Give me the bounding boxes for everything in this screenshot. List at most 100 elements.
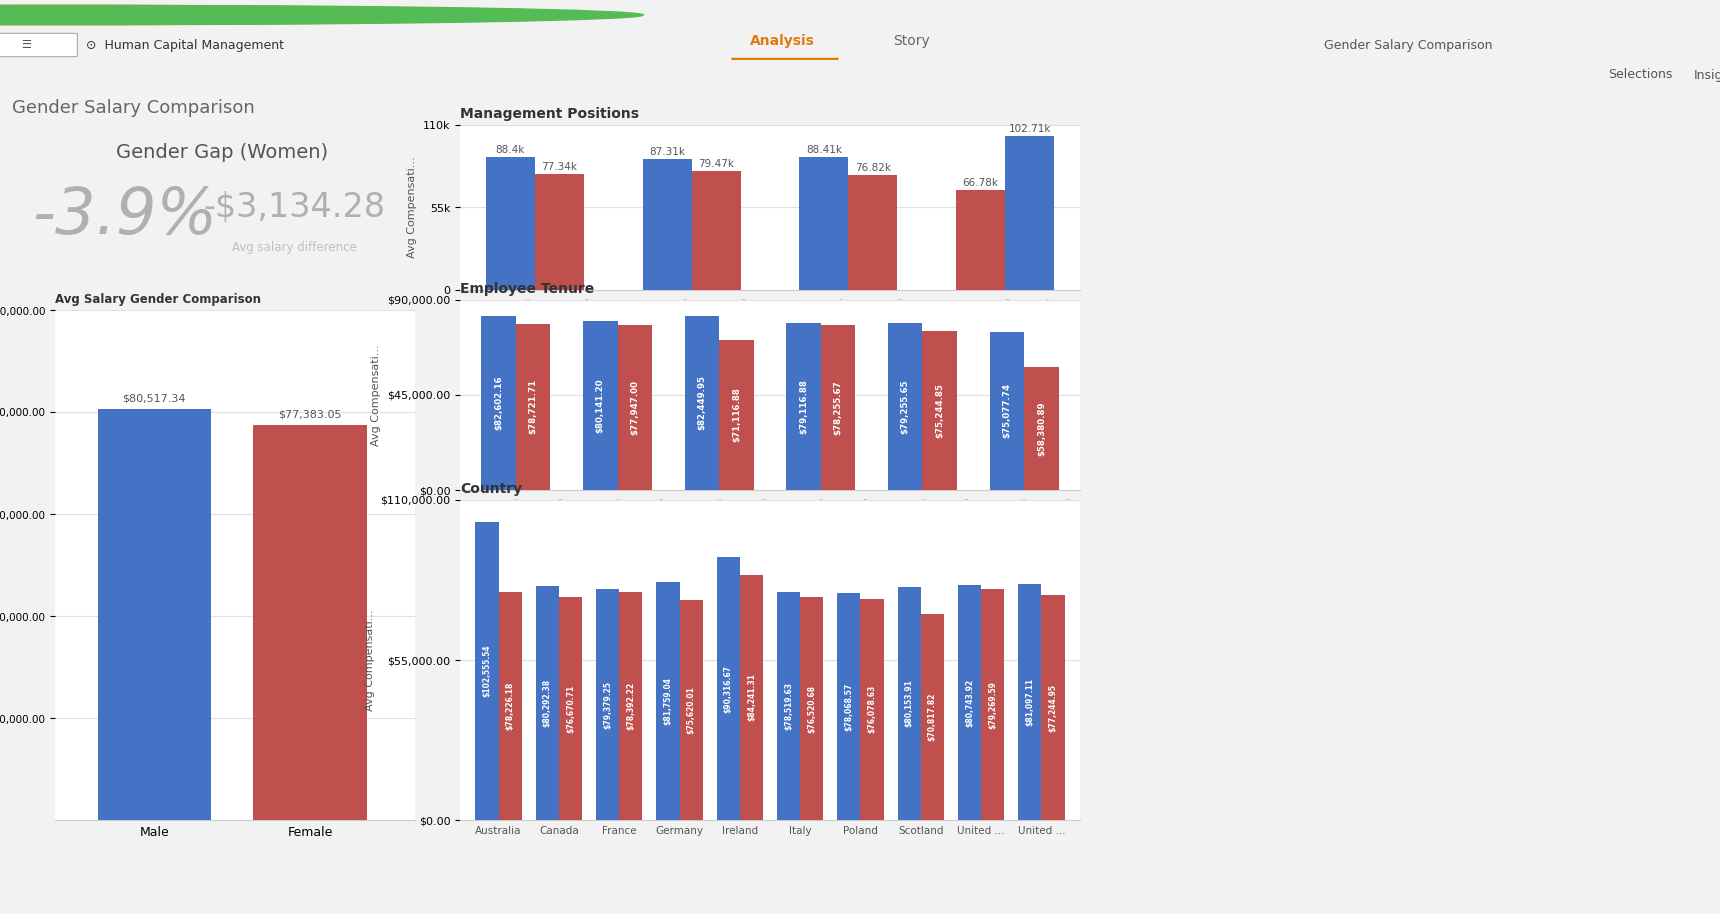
Bar bbox=[643, 159, 691, 290]
Bar bbox=[485, 157, 535, 290]
Bar bbox=[253, 425, 366, 820]
Text: Insights: Insights bbox=[1694, 69, 1720, 81]
Bar bbox=[98, 409, 212, 820]
Text: 66.78k: 66.78k bbox=[963, 178, 999, 188]
Bar bbox=[888, 323, 922, 490]
Text: Management role, Gender: Management role, Gender bbox=[693, 339, 848, 353]
Text: $78,226.18: $78,226.18 bbox=[506, 682, 514, 730]
Text: 77.34k: 77.34k bbox=[542, 162, 578, 172]
Text: $79,269.59: $79,269.59 bbox=[989, 681, 998, 728]
Text: 102.71k: 102.71k bbox=[1008, 124, 1051, 134]
Text: Avg Salary Gender Comparison: Avg Salary Gender Comparison bbox=[55, 293, 261, 306]
Text: $84,241.31: $84,241.31 bbox=[746, 674, 757, 721]
Bar bbox=[535, 174, 585, 290]
Bar bbox=[898, 587, 920, 820]
Bar bbox=[1041, 595, 1065, 820]
Bar bbox=[617, 325, 652, 490]
Text: $80,141.20: $80,141.20 bbox=[595, 378, 605, 432]
Text: $77,947.00: $77,947.00 bbox=[630, 380, 640, 435]
Text: $80,517.34: $80,517.34 bbox=[122, 393, 186, 403]
Bar bbox=[482, 315, 516, 490]
Text: $77,244.95: $77,244.95 bbox=[1049, 684, 1058, 731]
Bar bbox=[786, 323, 820, 490]
Text: $102,555.54: $102,555.54 bbox=[483, 644, 492, 697]
Text: Management Positions: Management Positions bbox=[459, 107, 640, 121]
Text: $75,077.74: $75,077.74 bbox=[1003, 383, 1011, 439]
Bar bbox=[989, 332, 1023, 490]
Bar bbox=[679, 600, 703, 820]
FancyBboxPatch shape bbox=[0, 33, 77, 57]
Bar bbox=[820, 324, 855, 490]
Bar bbox=[1023, 367, 1058, 490]
Text: $79,255.65: $79,255.65 bbox=[901, 379, 910, 433]
Bar bbox=[499, 592, 521, 820]
Bar bbox=[1018, 584, 1041, 820]
Bar bbox=[717, 558, 740, 820]
Text: 76.82k: 76.82k bbox=[855, 163, 891, 173]
Bar bbox=[848, 175, 898, 290]
Bar bbox=[657, 582, 679, 820]
Text: 87.31k: 87.31k bbox=[648, 147, 685, 157]
Bar bbox=[583, 321, 617, 490]
Text: 88.4k: 88.4k bbox=[495, 145, 525, 155]
Text: $78,519.63: $78,519.63 bbox=[784, 682, 793, 729]
Text: ☰: ☰ bbox=[21, 40, 31, 50]
Bar bbox=[475, 522, 499, 820]
Text: $77,383.05: $77,383.05 bbox=[279, 409, 342, 420]
Text: $78,392.22: $78,392.22 bbox=[626, 682, 635, 730]
Bar bbox=[922, 331, 956, 490]
Text: Tenure Group, Gender: Tenure Group, Gender bbox=[705, 547, 836, 560]
Circle shape bbox=[0, 5, 643, 25]
Bar bbox=[685, 316, 719, 490]
Text: $78,255.67: $78,255.67 bbox=[834, 380, 843, 435]
Text: Country: Country bbox=[459, 482, 523, 496]
Text: $80,743.92: $80,743.92 bbox=[965, 678, 974, 727]
Bar bbox=[516, 324, 550, 490]
Text: $76,520.68: $76,520.68 bbox=[807, 685, 817, 733]
Text: -3.9%: -3.9% bbox=[33, 186, 217, 248]
Bar bbox=[691, 171, 741, 290]
Y-axis label: Avg Compensati...: Avg Compensati... bbox=[372, 345, 382, 446]
Text: $81,097.11: $81,097.11 bbox=[1025, 678, 1034, 726]
Text: $76,078.63: $76,078.63 bbox=[867, 686, 877, 733]
Bar bbox=[980, 590, 1004, 820]
Text: Selections: Selections bbox=[1608, 69, 1672, 81]
Text: $80,153.91: $80,153.91 bbox=[905, 679, 913, 728]
Bar bbox=[958, 585, 980, 820]
Text: ⊙  Human Capital Management: ⊙ Human Capital Management bbox=[86, 38, 284, 51]
Text: Story: Story bbox=[893, 34, 931, 48]
Text: $70,817.82: $70,817.82 bbox=[927, 693, 937, 741]
Bar bbox=[956, 190, 1004, 290]
Bar bbox=[860, 599, 884, 820]
Text: Gender Gap (Women): Gender Gap (Women) bbox=[117, 143, 329, 162]
Text: $79,116.88: $79,116.88 bbox=[800, 379, 808, 434]
Text: Employee Tenure: Employee Tenure bbox=[459, 282, 593, 296]
Text: $75,244.85: $75,244.85 bbox=[936, 383, 944, 438]
Bar bbox=[535, 587, 559, 820]
Bar bbox=[777, 591, 800, 820]
Bar bbox=[559, 597, 581, 820]
Text: -$3,134.28: -$3,134.28 bbox=[203, 191, 385, 224]
Bar bbox=[719, 340, 753, 490]
Text: $80,292.38: $80,292.38 bbox=[544, 679, 552, 728]
Circle shape bbox=[0, 5, 616, 25]
Bar bbox=[800, 157, 848, 290]
Text: Gender Salary Comparison: Gender Salary Comparison bbox=[1324, 38, 1493, 51]
Text: $90,316.67: $90,316.67 bbox=[724, 664, 733, 713]
Text: 88.41k: 88.41k bbox=[807, 145, 841, 155]
Bar bbox=[920, 614, 944, 820]
Bar bbox=[800, 598, 824, 820]
Y-axis label: Avg Compensati...: Avg Compensati... bbox=[408, 156, 418, 259]
Bar bbox=[838, 593, 860, 820]
Text: Analysis: Analysis bbox=[750, 34, 815, 48]
Bar bbox=[619, 592, 643, 820]
Text: $78,721.71: $78,721.71 bbox=[528, 379, 538, 434]
Bar bbox=[740, 575, 764, 820]
Text: Gender Salary Comparison: Gender Salary Comparison bbox=[12, 99, 255, 117]
Text: $82,602.16: $82,602.16 bbox=[494, 376, 504, 430]
Text: $58,380.89: $58,380.89 bbox=[1037, 401, 1046, 455]
Text: Avg salary difference: Avg salary difference bbox=[232, 241, 358, 254]
Text: $75,620.01: $75,620.01 bbox=[686, 686, 695, 734]
Text: 79.47k: 79.47k bbox=[698, 159, 734, 169]
Text: $71,116.88: $71,116.88 bbox=[733, 388, 741, 442]
